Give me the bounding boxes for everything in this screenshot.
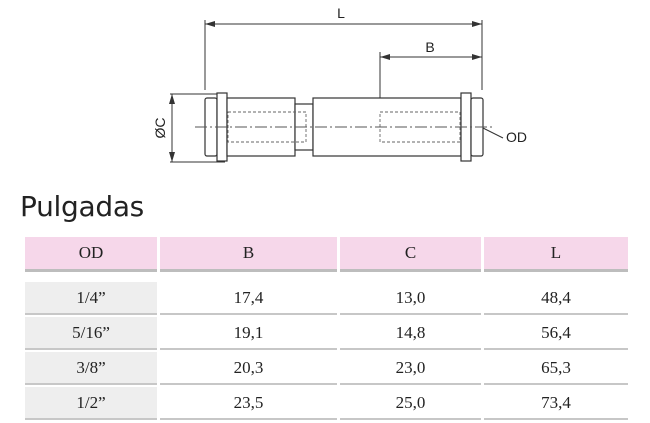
- table-header-row: OD B C L: [25, 237, 628, 272]
- cell-c: 23,0: [340, 352, 481, 385]
- cell-b: 20,3: [160, 352, 337, 385]
- dimension-table: OD B C L 1/4” 17,4 13,0 48,4 5/16” 19,1 …: [22, 235, 631, 422]
- cell-c: 13,0: [340, 282, 481, 315]
- cell-l: 48,4: [484, 282, 628, 315]
- cell-l: 73,4: [484, 387, 628, 420]
- cell-l: 65,3: [484, 352, 628, 385]
- cell-b: 17,4: [160, 282, 337, 315]
- cell-od: 3/8”: [25, 352, 157, 385]
- table-spacer: [25, 274, 628, 280]
- dimension-label-l: L: [337, 5, 345, 21]
- header-b: B: [160, 237, 337, 272]
- cell-c: 25,0: [340, 387, 481, 420]
- header-od: OD: [25, 237, 157, 272]
- c-arrow-bottom: [169, 152, 175, 162]
- cell-od: 5/16”: [25, 317, 157, 350]
- b-arrow-right: [472, 54, 482, 60]
- l-arrow-left: [205, 21, 215, 27]
- dimension-label-od: OD: [506, 129, 527, 145]
- od-leader-line: [482, 127, 504, 139]
- table-row: 5/16” 19,1 14,8 56,4: [25, 317, 628, 350]
- table-row: 1/4” 17,4 13,0 48,4: [25, 282, 628, 315]
- cell-b: 19,1: [160, 317, 337, 350]
- fitting-drawing: L B ØC OD: [152, 5, 527, 163]
- table-row: 1/2” 23,5 25,0 73,4: [25, 387, 628, 420]
- header-l: L: [484, 237, 628, 272]
- cell-c: 14,8: [340, 317, 481, 350]
- cell-od: 1/4”: [25, 282, 157, 315]
- dimension-label-c: ØC: [152, 118, 168, 139]
- cell-b: 23,5: [160, 387, 337, 420]
- header-c: C: [340, 237, 481, 272]
- table-row: 3/8” 20,3 23,0 65,3: [25, 352, 628, 385]
- c-arrow-top: [169, 94, 175, 104]
- b-arrow-left: [380, 54, 390, 60]
- cell-od: 1/2”: [25, 387, 157, 420]
- section-title: Pulgadas: [20, 190, 144, 223]
- l-arrow-right: [472, 21, 482, 27]
- cell-l: 56,4: [484, 317, 628, 350]
- dimension-label-b: B: [425, 39, 434, 55]
